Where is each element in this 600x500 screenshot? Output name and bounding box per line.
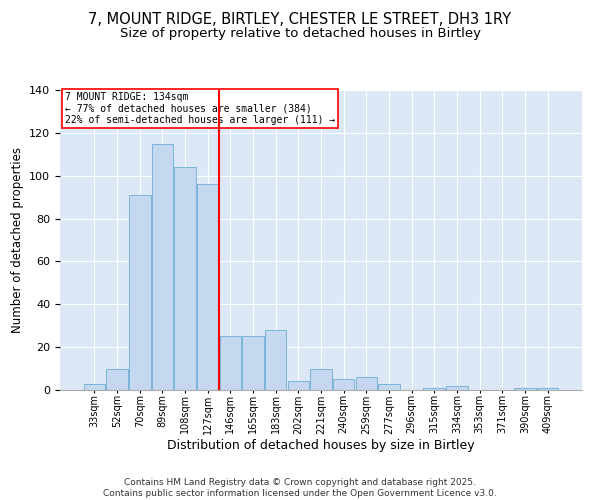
Bar — [152, 144, 173, 390]
Bar — [514, 388, 536, 390]
Bar — [287, 382, 309, 390]
X-axis label: Distribution of detached houses by size in Birtley: Distribution of detached houses by size … — [167, 439, 475, 452]
Bar — [424, 388, 445, 390]
Bar — [129, 195, 151, 390]
Text: Contains HM Land Registry data © Crown copyright and database right 2025.
Contai: Contains HM Land Registry data © Crown c… — [103, 478, 497, 498]
Text: 7, MOUNT RIDGE, BIRTLEY, CHESTER LE STREET, DH3 1RY: 7, MOUNT RIDGE, BIRTLEY, CHESTER LE STRE… — [88, 12, 512, 28]
Bar — [220, 336, 241, 390]
Text: 7 MOUNT RIDGE: 134sqm
← 77% of detached houses are smaller (384)
22% of semi-det: 7 MOUNT RIDGE: 134sqm ← 77% of detached … — [65, 92, 335, 124]
Y-axis label: Number of detached properties: Number of detached properties — [11, 147, 23, 333]
Bar — [537, 388, 558, 390]
Bar — [333, 380, 355, 390]
Bar — [310, 368, 332, 390]
Bar — [356, 377, 377, 390]
Bar — [265, 330, 286, 390]
Bar — [84, 384, 105, 390]
Bar — [242, 336, 264, 390]
Bar — [446, 386, 467, 390]
Bar — [175, 167, 196, 390]
Bar — [197, 184, 218, 390]
Text: Size of property relative to detached houses in Birtley: Size of property relative to detached ho… — [119, 28, 481, 40]
Bar — [378, 384, 400, 390]
Bar — [106, 368, 128, 390]
